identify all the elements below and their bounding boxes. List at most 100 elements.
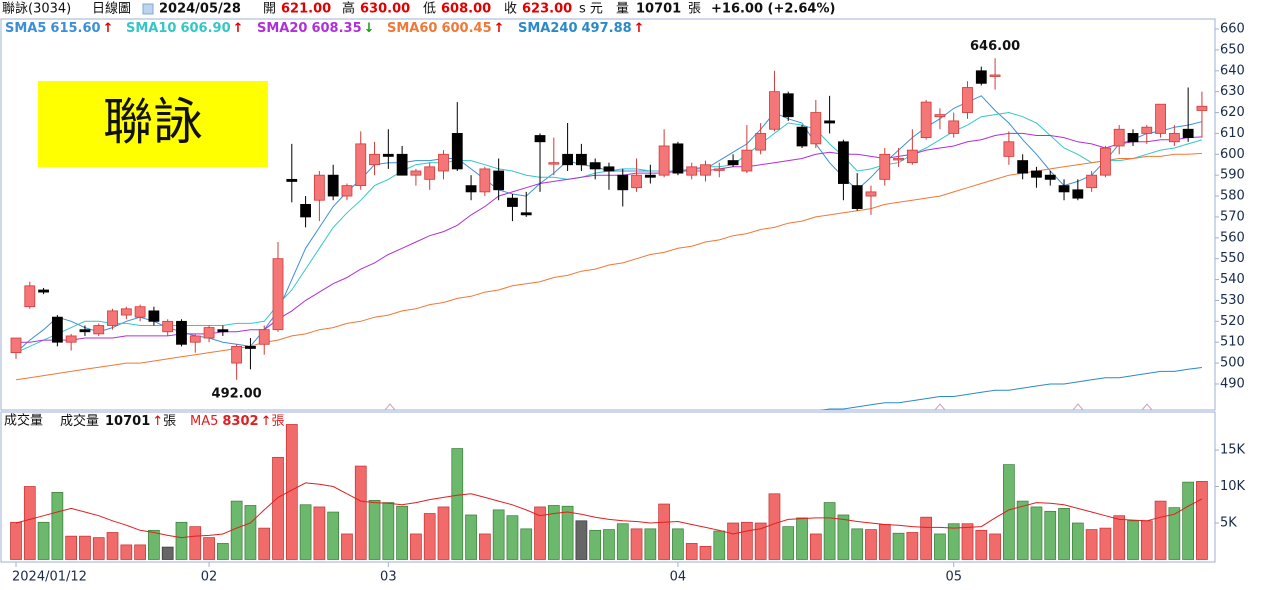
banner-text: 聯詠 xyxy=(103,93,203,151)
candle-body xyxy=(741,149,753,172)
legend-unit: 張 xyxy=(163,414,176,429)
legend-name: SMA20 xyxy=(257,21,307,36)
volume-bar xyxy=(934,533,946,560)
unit: s 元 xyxy=(579,2,603,17)
candle-body xyxy=(658,145,670,176)
candle-body xyxy=(727,160,739,166)
candle-body xyxy=(300,204,311,218)
candle-body xyxy=(617,174,629,191)
volume-bar xyxy=(299,504,312,560)
volume-bar xyxy=(768,493,781,560)
legend-entry: SMA20 608.35 ↓ xyxy=(257,21,375,36)
candle-body xyxy=(396,153,408,176)
volume-bar xyxy=(1140,520,1153,560)
legend-name: SMA60 xyxy=(387,21,437,36)
volume-bar xyxy=(396,505,408,560)
volume-bar xyxy=(272,456,284,560)
volume-bar xyxy=(1016,500,1029,560)
volume-bar xyxy=(51,491,64,560)
volume-bar xyxy=(175,521,188,560)
volume-bar xyxy=(1113,515,1126,560)
volume-bar xyxy=(354,465,367,560)
legend-value: 600.45 xyxy=(441,21,491,36)
y-tick-label: 10K xyxy=(1220,479,1246,494)
candle-body xyxy=(493,170,505,191)
candle-body xyxy=(534,135,546,143)
volume-bar xyxy=(616,523,629,560)
volume-bar xyxy=(727,522,739,560)
change: +16.00 (+2.64%) xyxy=(711,2,835,17)
candle-body xyxy=(51,316,63,343)
candle-body xyxy=(162,320,174,333)
volume-bar xyxy=(506,515,519,560)
legend-arrow: ↓ xyxy=(364,21,375,36)
volume-bar xyxy=(313,506,326,560)
volume-bar xyxy=(947,523,960,560)
volume-bar xyxy=(465,514,477,560)
price-plot xyxy=(10,58,1208,410)
low-value: 608.00 xyxy=(441,2,491,17)
close-label: 收 xyxy=(504,2,517,17)
marker xyxy=(934,403,946,411)
legend-value: 606.90 xyxy=(180,21,230,36)
candle-body xyxy=(631,174,642,189)
close-value: 623.00 xyxy=(522,2,572,17)
markers xyxy=(384,403,1153,411)
y-tick-label: 620 xyxy=(1220,105,1245,120)
volume-bar xyxy=(961,523,974,560)
volume-bar xyxy=(892,532,905,560)
candle-body xyxy=(120,308,132,316)
candle-body xyxy=(989,74,1001,77)
legend-arrow: ↑ xyxy=(634,21,645,36)
volume-bar xyxy=(244,505,257,560)
candle-body xyxy=(548,162,560,165)
price-panel xyxy=(0,18,1216,411)
volume-bar xyxy=(782,526,795,560)
candle-body xyxy=(341,185,353,197)
volume-bar xyxy=(148,529,160,560)
candle-body xyxy=(644,174,656,178)
candle-body xyxy=(203,327,215,339)
volume-bar xyxy=(341,533,353,560)
ma-line xyxy=(15,152,1202,381)
volume-bar xyxy=(630,528,643,560)
candle-body xyxy=(1113,128,1125,147)
candle-body xyxy=(410,170,422,176)
legend-value: 10701 xyxy=(105,414,150,429)
volume-bar xyxy=(520,528,533,560)
y-tick-label: 15K xyxy=(1220,443,1246,458)
candle-body xyxy=(810,112,822,145)
volume-bar xyxy=(189,526,202,560)
y-tick-label: 5K xyxy=(1220,516,1237,531)
y-tick-label: 600 xyxy=(1220,147,1245,162)
candle-body xyxy=(906,149,918,164)
ma-line xyxy=(819,367,1202,410)
candle-body xyxy=(520,212,532,216)
volume-bar xyxy=(575,520,588,560)
y-tick-label: 630 xyxy=(1220,84,1245,99)
candle-body xyxy=(755,133,767,151)
volume-bar xyxy=(437,506,450,560)
candle-body xyxy=(231,345,243,364)
date-icon[interactable] xyxy=(142,3,154,15)
volume-bar xyxy=(754,522,767,560)
candle-body xyxy=(38,289,49,293)
volume-bar xyxy=(368,500,381,560)
candle-body xyxy=(1003,141,1015,157)
x-tick-label: 03 xyxy=(380,570,397,585)
candle-body xyxy=(93,325,105,335)
volume-bar xyxy=(203,537,215,560)
volume-bar xyxy=(285,424,298,560)
volume-bar xyxy=(37,521,50,560)
volume-bar xyxy=(1168,507,1181,560)
volume-bar xyxy=(589,529,602,560)
volume-bar xyxy=(699,546,712,560)
y-tick-label: 640 xyxy=(1220,63,1245,78)
y-tick-label: 580 xyxy=(1220,189,1245,204)
legend-entry: MA5 8302 ↑張 xyxy=(190,414,285,429)
x-tick-label: 04 xyxy=(670,570,687,585)
volume-bar xyxy=(120,544,133,560)
legend-value: 615.60 xyxy=(50,21,100,36)
legend-arrow: ↑ xyxy=(494,21,505,36)
candle-body xyxy=(796,126,808,147)
